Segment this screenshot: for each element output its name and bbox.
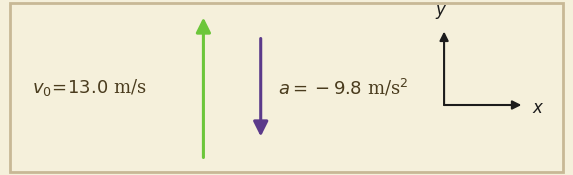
- Text: $x$: $x$: [532, 100, 544, 117]
- Text: $v_0\!=\!13.0$ m/s: $v_0\!=\!13.0$ m/s: [32, 77, 146, 98]
- Text: $y$: $y$: [435, 3, 448, 21]
- Text: $a = -9.8$ m/s$^2$: $a = -9.8$ m/s$^2$: [278, 77, 409, 98]
- FancyBboxPatch shape: [10, 3, 563, 172]
